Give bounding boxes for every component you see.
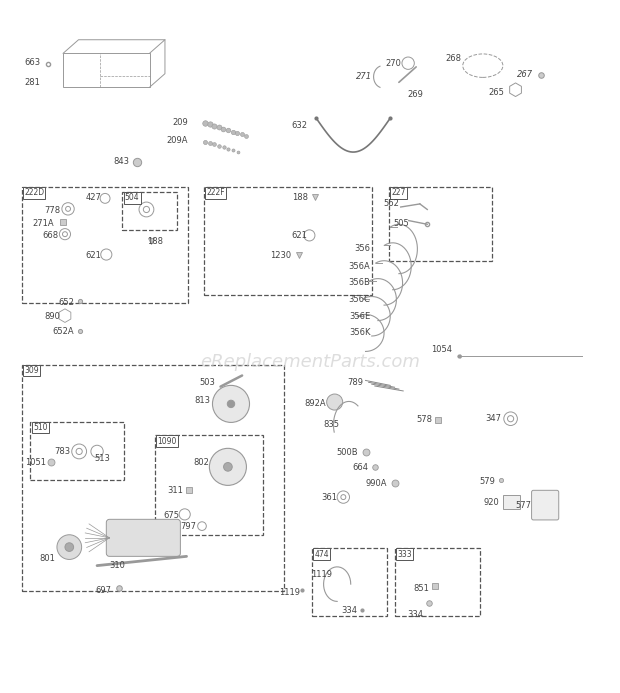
Text: 209A: 209A — [166, 137, 188, 146]
Text: 271A: 271A — [33, 218, 55, 227]
Text: 652A: 652A — [53, 327, 74, 336]
Text: 1054: 1054 — [431, 345, 452, 354]
Text: 474: 474 — [314, 550, 329, 559]
Circle shape — [65, 543, 74, 552]
Text: 356A: 356A — [348, 262, 371, 271]
Text: 663: 663 — [24, 58, 40, 67]
Bar — [312, 548, 386, 616]
Text: 310: 310 — [109, 561, 125, 570]
Text: 188: 188 — [292, 193, 308, 202]
Text: 311: 311 — [167, 486, 183, 495]
Text: eReplacementParts.com: eReplacementParts.com — [200, 353, 420, 371]
Text: 797: 797 — [180, 523, 197, 532]
Text: 890: 890 — [44, 313, 60, 322]
Circle shape — [327, 394, 343, 410]
Text: 505: 505 — [393, 218, 409, 227]
Text: 892A: 892A — [304, 399, 326, 408]
Bar — [122, 192, 177, 231]
Text: 222D: 222D — [24, 188, 45, 198]
Text: 652: 652 — [58, 297, 74, 306]
Text: 778: 778 — [45, 206, 61, 215]
Text: 209: 209 — [172, 118, 188, 127]
Bar — [155, 435, 263, 535]
Bar — [389, 187, 492, 261]
FancyBboxPatch shape — [531, 491, 559, 520]
Text: 333: 333 — [397, 550, 412, 559]
Text: 309: 309 — [24, 367, 39, 375]
Text: 504: 504 — [125, 193, 140, 202]
Text: 664: 664 — [353, 463, 369, 472]
Text: 801: 801 — [40, 554, 56, 563]
Text: 281: 281 — [24, 78, 40, 87]
Text: 1051: 1051 — [25, 458, 46, 467]
Text: 621: 621 — [86, 251, 102, 260]
Text: 920: 920 — [483, 498, 499, 507]
Text: 579: 579 — [479, 477, 495, 486]
Circle shape — [210, 448, 246, 485]
Text: 227: 227 — [391, 188, 406, 198]
Text: 668: 668 — [43, 231, 59, 240]
Text: 500B: 500B — [336, 448, 358, 457]
Text: 270: 270 — [386, 59, 401, 68]
Text: 356: 356 — [355, 245, 371, 254]
Circle shape — [57, 535, 82, 559]
Text: 835: 835 — [324, 420, 340, 429]
Text: 269: 269 — [407, 89, 423, 98]
Text: 789: 789 — [348, 378, 364, 387]
Text: 1230: 1230 — [270, 251, 291, 260]
Text: 334: 334 — [341, 606, 357, 615]
Text: 334: 334 — [407, 610, 423, 619]
Text: 188: 188 — [147, 237, 163, 246]
Circle shape — [228, 400, 235, 407]
FancyBboxPatch shape — [503, 495, 520, 509]
Text: 510: 510 — [33, 423, 47, 432]
Text: 783: 783 — [55, 447, 71, 456]
Text: 802: 802 — [193, 458, 209, 467]
Text: 356B: 356B — [348, 279, 371, 288]
Circle shape — [213, 385, 249, 423]
FancyBboxPatch shape — [106, 519, 180, 556]
Bar — [204, 187, 372, 295]
Text: 697: 697 — [95, 586, 111, 595]
Text: 267: 267 — [517, 71, 533, 80]
Text: 675: 675 — [164, 511, 180, 520]
Bar — [22, 187, 188, 304]
Bar — [30, 422, 123, 480]
Text: 851: 851 — [414, 584, 429, 593]
Text: 503: 503 — [200, 378, 216, 387]
Text: 632: 632 — [291, 121, 307, 130]
Text: 990A: 990A — [366, 479, 387, 488]
Text: 578: 578 — [416, 415, 432, 424]
Text: 562: 562 — [384, 200, 399, 209]
Text: 1090: 1090 — [157, 437, 177, 446]
Text: 813: 813 — [194, 396, 210, 405]
Bar — [22, 365, 284, 591]
Text: 1119: 1119 — [311, 570, 332, 579]
Text: 222F: 222F — [206, 188, 225, 198]
Text: 271: 271 — [356, 72, 373, 81]
Bar — [395, 548, 480, 616]
Circle shape — [224, 462, 232, 471]
Text: 265: 265 — [489, 88, 505, 97]
Text: 268: 268 — [445, 54, 461, 63]
Text: 356K: 356K — [349, 328, 371, 337]
Text: 361: 361 — [322, 493, 338, 502]
Text: 577: 577 — [515, 500, 531, 509]
Text: 621: 621 — [291, 231, 307, 240]
Text: 356C: 356C — [348, 295, 371, 304]
Text: 347: 347 — [485, 414, 502, 423]
Text: 356E: 356E — [349, 312, 371, 321]
Text: 843: 843 — [113, 157, 129, 166]
Text: 1119: 1119 — [279, 588, 300, 597]
Text: 513: 513 — [94, 454, 110, 463]
Text: 427: 427 — [86, 193, 102, 202]
